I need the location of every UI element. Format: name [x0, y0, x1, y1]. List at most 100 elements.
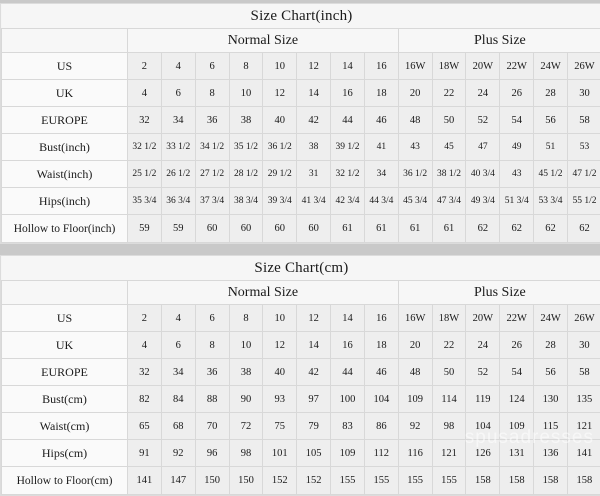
cell-value: 10 [229, 332, 263, 359]
cell-value: 147 [161, 467, 195, 495]
cell-value: 32 [128, 359, 162, 386]
cell-value: 112 [364, 440, 398, 467]
cell-value: 56 [534, 359, 568, 386]
cell-value: 86 [364, 413, 398, 440]
cell-value: 2 [128, 305, 162, 332]
cell-value: 65 [128, 413, 162, 440]
cell-value: 34 [364, 161, 398, 188]
row-label-hollow-to-floor: Hollow to Floor(cm) [2, 467, 128, 495]
cell-value: 114 [432, 386, 466, 413]
cell-value: 30 [567, 332, 600, 359]
cell-value: 28 1/2 [229, 161, 263, 188]
cell-value: 42 [297, 359, 331, 386]
row-label-waist: Waist(cm) [2, 413, 128, 440]
group-header-normal-size: Normal Size [128, 281, 399, 305]
cell-value: 33 1/2 [161, 134, 195, 161]
cell-value: 70 [195, 413, 229, 440]
cell-value: 47 1/2 [567, 161, 600, 188]
cell-value: 34 [161, 107, 195, 134]
size-chart-cm-table: Size Chart(cm) Normal Size Plus Size US … [1, 256, 600, 495]
row-label-us: US [2, 53, 128, 80]
cell-value: 155 [331, 467, 365, 495]
table-row: Hips(cm) 91 92 96 98 101 105 109 112 116… [2, 440, 600, 467]
cell-value: 39 3/4 [263, 188, 297, 215]
cell-value: 155 [432, 467, 466, 495]
cell-value: 126 [466, 440, 500, 467]
group-header-plus-size: Plus Size [398, 281, 600, 305]
group-header-plus-size: Plus Size [398, 29, 600, 53]
row-label-uk: UK [2, 80, 128, 107]
cell-value: 4 [161, 305, 195, 332]
row-label-europe: EUROPE [2, 107, 128, 134]
cell-value: 61 [398, 215, 432, 243]
cell-value: 8 [195, 80, 229, 107]
cell-value: 26W [567, 305, 600, 332]
cell-value: 8 [195, 332, 229, 359]
row-label-us: US [2, 305, 128, 332]
cell-value: 150 [195, 467, 229, 495]
cell-value: 27 1/2 [195, 161, 229, 188]
cell-value: 45 1/2 [534, 161, 568, 188]
row-label-waist: Waist(inch) [2, 161, 128, 188]
cell-value: 48 [398, 107, 432, 134]
cell-value: 141 [567, 440, 600, 467]
cell-value: 61 [364, 215, 398, 243]
row-label-bust: Bust(inch) [2, 134, 128, 161]
cell-value: 6 [161, 332, 195, 359]
cell-value: 34 [161, 359, 195, 386]
row-label-hollow-to-floor: Hollow to Floor(inch) [2, 215, 128, 243]
cell-value: 38 [229, 359, 263, 386]
cell-value: 62 [466, 215, 500, 243]
cell-value: 4 [128, 332, 162, 359]
chart-title-row: Size Chart(inch) [2, 4, 600, 29]
cell-value: 158 [500, 467, 534, 495]
cell-value: 41 3/4 [297, 188, 331, 215]
cell-value: 10 [263, 53, 297, 80]
cell-value: 44 [331, 359, 365, 386]
cell-value: 82 [128, 386, 162, 413]
cell-value: 18W [432, 53, 466, 80]
cell-value: 141 [128, 467, 162, 495]
cell-value: 49 3/4 [466, 188, 500, 215]
cell-value: 14 [297, 80, 331, 107]
cell-value: 8 [229, 305, 263, 332]
cell-value: 29 1/2 [263, 161, 297, 188]
cell-value: 39 1/2 [331, 134, 365, 161]
cell-value: 22 [432, 332, 466, 359]
cell-value: 98 [229, 440, 263, 467]
cell-value: 24W [534, 53, 568, 80]
cell-value: 152 [297, 467, 331, 495]
cell-value: 61 [432, 215, 466, 243]
size-chart-inch-body: Size Chart(inch) Normal Size Plus Size U… [2, 4, 600, 243]
row-label-hips: Hips(inch) [2, 188, 128, 215]
cell-value: 56 [534, 107, 568, 134]
cell-value: 90 [229, 386, 263, 413]
cell-value: 152 [263, 467, 297, 495]
cell-value: 36 1/2 [263, 134, 297, 161]
cell-value: 20W [466, 53, 500, 80]
cell-value: 51 3/4 [500, 188, 534, 215]
row-label-bust: Bust(cm) [2, 386, 128, 413]
cell-value: 22W [500, 305, 534, 332]
cell-value: 62 [567, 215, 600, 243]
cell-value: 42 [297, 107, 331, 134]
cell-value: 50 [432, 359, 466, 386]
cell-value: 109 [331, 440, 365, 467]
cell-value: 61 [331, 215, 365, 243]
cell-value: 49 [500, 134, 534, 161]
chart-title: Size Chart(inch) [2, 4, 600, 29]
cell-value: 16W [398, 305, 432, 332]
cell-value: 4 [161, 53, 195, 80]
cell-value: 158 [567, 467, 600, 495]
cell-value: 59 [128, 215, 162, 243]
table-row: UK 4 6 8 10 12 14 16 18 20 22 24 26 28 3… [2, 332, 600, 359]
cell-value: 18 [364, 80, 398, 107]
cell-value: 105 [297, 440, 331, 467]
cell-value: 42 3/4 [331, 188, 365, 215]
cell-value: 47 3/4 [432, 188, 466, 215]
cell-value: 16 [331, 332, 365, 359]
cell-value: 41 [364, 134, 398, 161]
cell-value: 32 [128, 107, 162, 134]
cell-value: 36 [195, 107, 229, 134]
table-row: EUROPE 32 34 36 38 40 42 44 46 48 50 52 … [2, 359, 600, 386]
